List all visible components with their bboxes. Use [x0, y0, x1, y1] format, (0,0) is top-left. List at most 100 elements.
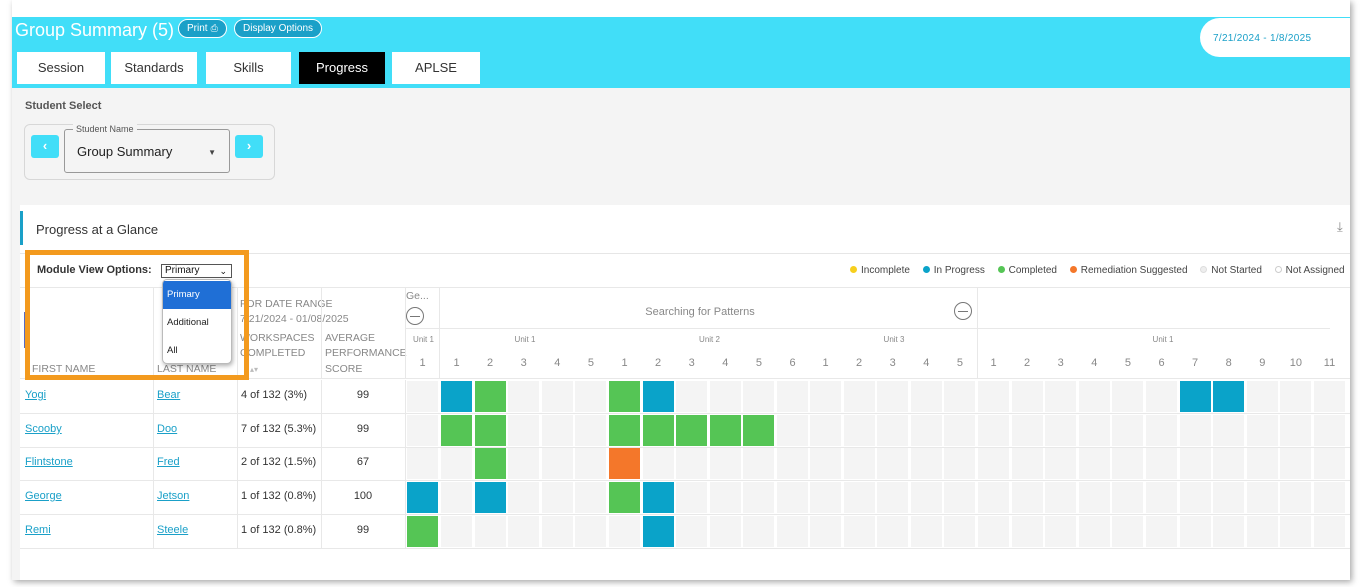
progress-cell[interactable]: [1280, 381, 1312, 412]
option-additional[interactable]: Additional: [167, 317, 209, 328]
progress-cell[interactable]: [1280, 516, 1312, 547]
progress-cell-completed[interactable]: [609, 415, 640, 446]
print-button[interactable]: Print ⎙: [178, 19, 227, 38]
progress-cell[interactable]: [1213, 448, 1245, 479]
progress-cell[interactable]: [508, 448, 540, 479]
progress-cell-completed[interactable]: [441, 415, 472, 446]
progress-cell-completed[interactable]: [474, 448, 506, 479]
progress-cell-completed[interactable]: [743, 415, 775, 446]
progress-cell[interactable]: [709, 482, 741, 513]
progress-cell[interactable]: [910, 482, 942, 513]
progress-cell[interactable]: [843, 381, 875, 412]
tab-progress[interactable]: Progress: [299, 52, 385, 84]
progress-cell[interactable]: [676, 448, 708, 479]
student-last-name-link[interactable]: Jetson: [157, 490, 190, 502]
progress-cell[interactable]: [1246, 516, 1278, 547]
progress-cell[interactable]: [575, 381, 607, 412]
progress-cell-completed[interactable]: [709, 415, 741, 446]
progress-cell-in-progress[interactable]: [642, 381, 674, 412]
progress-cell[interactable]: [1246, 415, 1278, 446]
progress-cell[interactable]: [1280, 415, 1312, 446]
progress-cell[interactable]: [1179, 516, 1211, 547]
progress-cell-completed[interactable]: [609, 381, 640, 412]
student-first-name-link[interactable]: Flintstone: [25, 456, 73, 468]
student-first-name-link[interactable]: Yogi: [25, 389, 47, 401]
progress-cell[interactable]: [810, 482, 841, 513]
progress-cell[interactable]: [508, 381, 540, 412]
progress-cell[interactable]: [709, 516, 741, 547]
progress-cell[interactable]: [944, 448, 976, 479]
tab-aplse[interactable]: APLSE: [392, 52, 480, 84]
progress-cell[interactable]: [1179, 415, 1211, 446]
progress-cell[interactable]: [910, 516, 942, 547]
progress-cell[interactable]: [1246, 482, 1278, 513]
progress-cell-completed[interactable]: [474, 381, 506, 412]
progress-cell[interactable]: [1246, 381, 1278, 412]
progress-cell[interactable]: [877, 381, 909, 412]
progress-cell[interactable]: [676, 482, 708, 513]
student-last-name-link[interactable]: Doo: [157, 423, 178, 435]
progress-cell[interactable]: [709, 448, 741, 479]
progress-cell-completed[interactable]: [407, 516, 438, 547]
progress-cell[interactable]: [1011, 516, 1043, 547]
progress-cell[interactable]: [1045, 516, 1077, 547]
progress-cell[interactable]: [1146, 415, 1177, 446]
progress-cell[interactable]: [541, 482, 573, 513]
student-first-name-link[interactable]: Scooby: [25, 423, 62, 435]
tab-session[interactable]: Session: [17, 52, 105, 84]
progress-cell[interactable]: [877, 448, 909, 479]
progress-cell[interactable]: [1045, 448, 1077, 479]
progress-cell[interactable]: [743, 381, 775, 412]
progress-cell[interactable]: [1213, 482, 1245, 513]
progress-cell[interactable]: [1314, 516, 1345, 547]
progress-cell-in-progress[interactable]: [441, 381, 472, 412]
progress-cell[interactable]: [541, 516, 573, 547]
progress-cell[interactable]: [810, 516, 841, 547]
progress-cell[interactable]: [1112, 381, 1144, 412]
progress-cell[interactable]: [676, 516, 708, 547]
display-options-button[interactable]: Display Options: [234, 19, 323, 38]
progress-cell[interactable]: [575, 448, 607, 479]
progress-cell[interactable]: [1078, 482, 1110, 513]
progress-cell-in-progress[interactable]: [642, 482, 674, 513]
progress-cell[interactable]: [978, 482, 1009, 513]
progress-cell-completed[interactable]: [676, 415, 708, 446]
progress-cell[interactable]: [978, 516, 1009, 547]
progress-cell[interactable]: [1280, 482, 1312, 513]
progress-cell[interactable]: [810, 415, 841, 446]
student-last-name-link[interactable]: Steele: [157, 524, 189, 536]
progress-cell[interactable]: [1112, 415, 1144, 446]
collapse-module-icon[interactable]: [954, 302, 972, 320]
progress-cell[interactable]: [743, 482, 775, 513]
progress-cell[interactable]: [407, 448, 438, 479]
progress-cell[interactable]: [1146, 381, 1177, 412]
progress-cell[interactable]: [1011, 415, 1043, 446]
progress-cell[interactable]: [1146, 482, 1177, 513]
module-view-select[interactable]: Primary ⌄: [161, 264, 232, 278]
progress-cell-completed[interactable]: [474, 415, 506, 446]
sort-icon[interactable]: ▴▾: [250, 365, 259, 374]
progress-cell[interactable]: [978, 448, 1009, 479]
progress-cell[interactable]: [810, 448, 841, 479]
progress-cell[interactable]: [944, 381, 976, 412]
progress-cell[interactable]: [1045, 482, 1077, 513]
progress-cell[interactable]: [575, 516, 607, 547]
progress-cell-remediation[interactable]: [609, 448, 640, 479]
progress-cell[interactable]: [575, 482, 607, 513]
progress-cell[interactable]: [1179, 482, 1211, 513]
progress-cell[interactable]: [1078, 381, 1110, 412]
progress-cell[interactable]: [743, 448, 775, 479]
progress-cell[interactable]: [1213, 415, 1245, 446]
date-range-selector[interactable]: 7/21/2024 - 1/8/2025 ▼: [1200, 18, 1350, 57]
progress-cell[interactable]: [944, 415, 976, 446]
progress-cell[interactable]: [508, 516, 540, 547]
progress-cell[interactable]: [441, 516, 472, 547]
progress-cell[interactable]: [441, 482, 472, 513]
student-name-select[interactable]: Student Name Group Summary ▼: [64, 124, 230, 173]
progress-cell[interactable]: [1011, 448, 1043, 479]
progress-cell[interactable]: [541, 448, 573, 479]
first-name-header[interactable]: FIRST NAME: [32, 363, 96, 375]
progress-cell[interactable]: [843, 516, 875, 547]
progress-cell[interactable]: [1314, 448, 1345, 479]
option-primary[interactable]: Primary: [163, 281, 231, 309]
